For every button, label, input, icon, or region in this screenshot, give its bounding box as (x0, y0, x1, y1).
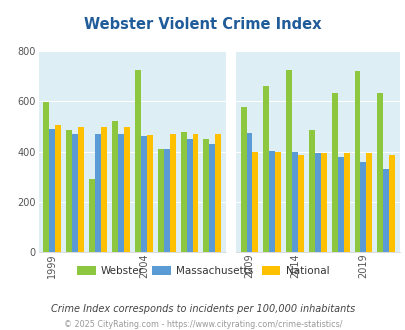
Bar (134, 70, 141, 252)
Bar (49, 129, 55, 252)
Bar (192, 134, 198, 252)
Bar (291, 152, 297, 252)
Bar (141, 136, 146, 252)
Bar (246, 133, 252, 252)
Bar (117, 134, 124, 252)
Text: Crime Index corresponds to incidents per 100,000 inhabitants: Crime Index corresponds to incidents per… (51, 304, 354, 314)
Bar (314, 153, 320, 252)
Bar (146, 135, 152, 252)
Bar (297, 155, 303, 252)
Bar (337, 157, 343, 252)
Bar (180, 132, 186, 252)
Legend: Webster, Massachusetts, National: Webster, Massachusetts, National (72, 262, 333, 280)
Bar (286, 70, 291, 252)
Bar (343, 153, 349, 252)
Bar (240, 107, 246, 252)
Bar (269, 150, 275, 252)
Bar (365, 153, 371, 252)
Bar (112, 121, 117, 252)
Bar (89, 180, 95, 252)
Bar (252, 152, 258, 252)
Bar (186, 139, 192, 252)
Bar (72, 134, 78, 252)
Bar (382, 169, 388, 252)
Bar (354, 71, 360, 252)
Bar (209, 144, 215, 252)
Text: Webster Violent Crime Index: Webster Violent Crime Index (84, 17, 321, 32)
Bar (66, 130, 72, 252)
Bar (43, 102, 49, 252)
Bar (388, 155, 394, 252)
Bar (158, 148, 163, 252)
Bar (331, 93, 337, 252)
Bar (95, 134, 101, 252)
Bar (163, 148, 169, 252)
Text: © 2025 CityRating.com - https://www.cityrating.com/crime-statistics/: © 2025 CityRating.com - https://www.city… (64, 319, 341, 329)
Bar (78, 127, 84, 252)
Bar (308, 130, 314, 252)
Bar (55, 125, 61, 252)
Bar (275, 152, 281, 252)
Bar (203, 139, 209, 252)
Bar (169, 134, 175, 252)
Bar (215, 134, 221, 252)
Bar (360, 162, 365, 252)
Bar (376, 93, 382, 252)
Bar (101, 127, 107, 252)
Bar (263, 86, 269, 252)
Bar (320, 153, 326, 252)
Bar (124, 127, 130, 252)
